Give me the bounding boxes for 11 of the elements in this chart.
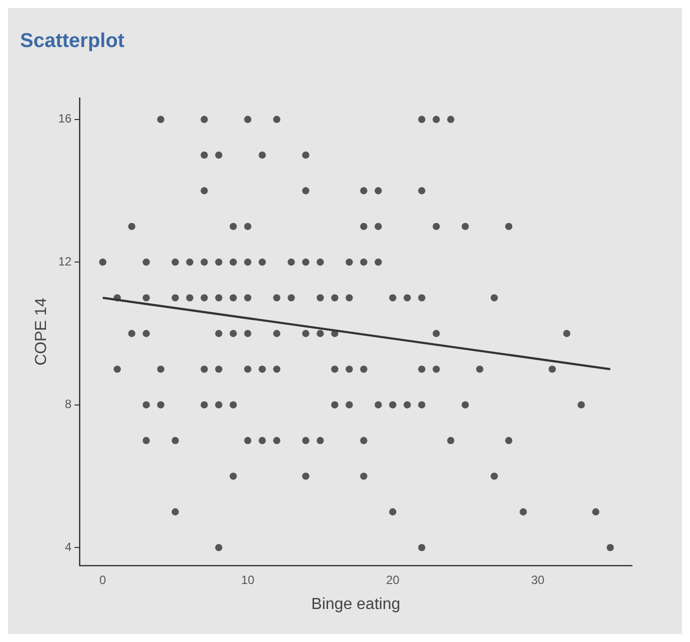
y-tick-label: 8 bbox=[64, 397, 72, 412]
y-axis-title: COPE 14 bbox=[33, 298, 50, 366]
x-tick-label: 20 bbox=[386, 572, 400, 587]
x-axis-title: Binge eating bbox=[311, 596, 400, 613]
chart-title: Scatterplot bbox=[20, 30, 124, 53]
y-tick-label: 16 bbox=[58, 112, 72, 126]
x-tick-label: 30 bbox=[531, 572, 545, 587]
x-tick-label: 0 bbox=[99, 572, 106, 587]
y-tick-label: 4 bbox=[64, 540, 72, 554]
x-tick-label: 10 bbox=[241, 572, 255, 587]
y-tick-label: 12 bbox=[58, 254, 72, 268]
